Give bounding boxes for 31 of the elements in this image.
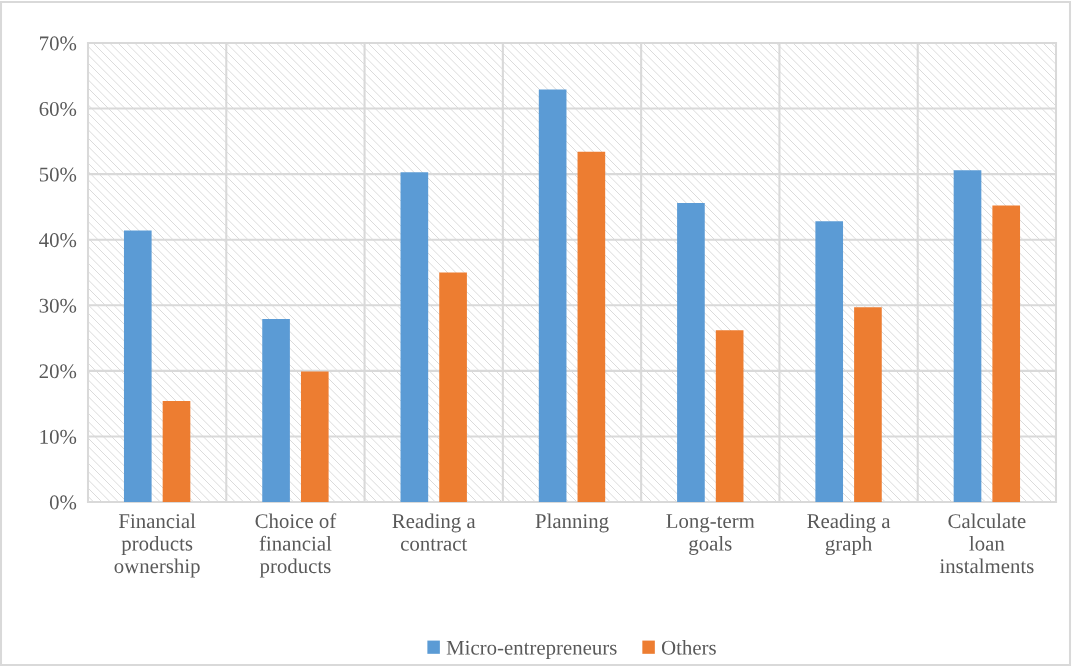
bar	[162, 401, 191, 502]
legend-label: Micro-entrepreneurs	[446, 640, 617, 659]
bar	[953, 170, 982, 502]
bar	[577, 151, 606, 502]
x-tick-label: Financial products ownership	[114, 513, 200, 578]
y-tick-label: 20%	[39, 364, 77, 379]
bar	[992, 205, 1021, 502]
bar	[439, 272, 467, 502]
x-tick-label: Choice of financial products	[255, 513, 337, 578]
y-tick-label: 10%	[40, 429, 77, 444]
bar	[123, 230, 152, 502]
y-tick-label: 30%	[39, 298, 77, 313]
x-tick-label: Long-term goals	[666, 514, 755, 555]
y-tick-label: 40%	[39, 233, 77, 248]
x-tick-label: Reading a graph	[807, 513, 891, 555]
y-tick-label: 60%	[39, 101, 77, 117]
bar	[815, 221, 844, 502]
legend-label: Others	[661, 640, 716, 655]
bar	[538, 89, 567, 502]
bar	[854, 307, 882, 502]
y-tick-label: 0%	[49, 495, 77, 510]
x-tick-label: Planning	[535, 513, 609, 533]
bar	[262, 319, 290, 502]
bar	[300, 371, 329, 502]
bar	[715, 330, 744, 502]
y-tick-label: 50%	[39, 167, 77, 182]
x-tick-label: Reading a contract	[392, 513, 476, 551]
bar	[677, 202, 705, 502]
y-tick-label: 70%	[40, 36, 77, 51]
x-tick-label: Calculate loan instalments	[939, 513, 1034, 574]
bar	[400, 172, 429, 502]
